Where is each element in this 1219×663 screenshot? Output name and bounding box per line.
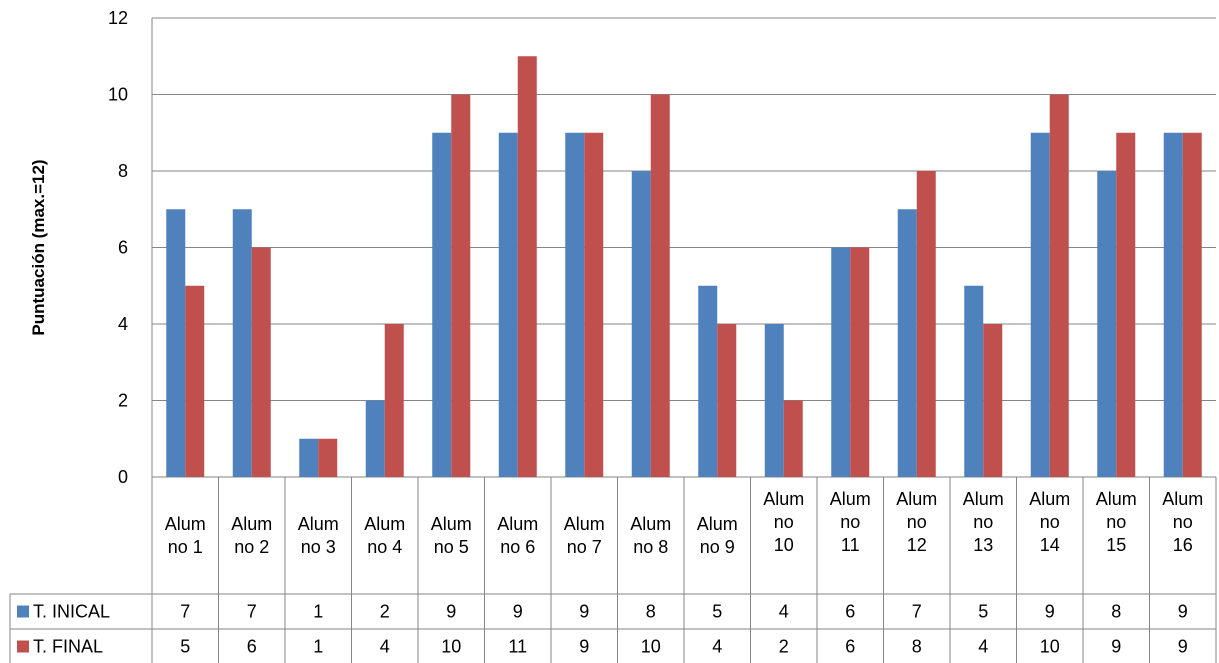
data-table-value: 5: [978, 602, 988, 622]
legend-swatch: [17, 640, 29, 653]
bar-inicial: [964, 285, 984, 477]
data-table-value: 1: [313, 602, 323, 622]
category-label: Alum no 13: [963, 489, 1004, 555]
bar-final: [1116, 132, 1136, 477]
data-table-value: 5: [712, 602, 722, 622]
category-label: Alum no 5: [431, 514, 472, 557]
category-label: Alum no 1: [165, 514, 206, 557]
data-table-value: 4: [380, 637, 390, 657]
bar-final: [983, 324, 1003, 477]
data-table-value: 1: [313, 637, 323, 657]
y-tick-label: 0: [118, 467, 128, 487]
data-table-value: 9: [1178, 602, 1188, 622]
bar-final: [850, 247, 870, 477]
bar-final: [1049, 94, 1069, 477]
bar-final: [783, 400, 803, 477]
data-table-value: 6: [247, 637, 257, 657]
data-table-value: 7: [247, 602, 257, 622]
bar-final: [584, 132, 604, 477]
bar-inicial: [565, 132, 585, 477]
legend-swatch: [17, 605, 29, 618]
category-label: Alum no 14: [1029, 489, 1070, 555]
category-label: Alum no 8: [630, 514, 671, 557]
legend-label: T. INICAL: [33, 602, 110, 622]
bar-inicial: [232, 209, 252, 477]
bar-inicial: [166, 209, 186, 477]
data-table-value: 4: [978, 637, 988, 657]
y-axis-label: Puntuación (max.=12): [29, 159, 48, 335]
data-table-value: 9: [1045, 602, 1055, 622]
y-tick-label: 8: [118, 161, 128, 181]
data-table-value: 9: [1111, 637, 1121, 657]
data-table-value: 9: [1178, 637, 1188, 657]
bar-inicial: [432, 132, 452, 477]
category-label: Alum no 2: [231, 514, 272, 557]
bar-final: [717, 324, 737, 477]
data-table-value: 2: [779, 637, 789, 657]
category-label: Alum no 16: [1162, 489, 1203, 555]
y-tick-label: 4: [118, 314, 128, 334]
bar-inicial: [897, 209, 917, 477]
data-table-value: 10: [1040, 637, 1060, 657]
y-tick-label: 12: [108, 8, 128, 28]
data-table-value: 2: [380, 602, 390, 622]
bar-final: [517, 56, 537, 477]
bar-inicial: [365, 400, 385, 477]
y-tick-label: 6: [118, 238, 128, 258]
category-label: Alum no 9: [697, 514, 738, 557]
data-table-value: 9: [579, 602, 589, 622]
data-table-value: 8: [1111, 602, 1121, 622]
bar-inicial: [1030, 132, 1050, 477]
category-label: Alum no 12: [896, 489, 937, 555]
bar-inicial: [831, 247, 851, 477]
data-table-value: 8: [912, 637, 922, 657]
data-table-value: 9: [513, 602, 523, 622]
bar-final: [318, 438, 338, 477]
bar-final: [185, 285, 205, 477]
y-tick-label: 10: [108, 85, 128, 105]
data-table-value: 6: [845, 637, 855, 657]
bar-final: [451, 94, 471, 477]
bar-final: [650, 94, 670, 477]
bar-inicial: [1163, 132, 1183, 477]
bar-final: [916, 171, 936, 477]
data-table-value: 6: [845, 602, 855, 622]
bar-inicial: [299, 438, 319, 477]
bar-inicial: [698, 285, 718, 477]
bar-inicial: [1097, 171, 1117, 477]
category-label: Alum no 6: [497, 514, 538, 557]
bar-final: [251, 247, 271, 477]
category-label: Alum no 4: [364, 514, 405, 557]
data-table-value: 7: [912, 602, 922, 622]
data-table-value: 4: [779, 602, 789, 622]
category-label: Alum no 15: [1096, 489, 1137, 555]
data-table-value: 9: [446, 602, 456, 622]
data-table-value: 11: [508, 637, 527, 657]
data-table-value: 9: [579, 637, 589, 657]
bar-inicial: [764, 324, 784, 477]
bar-inicial: [498, 132, 518, 477]
data-table-value: 7: [180, 602, 190, 622]
legend-label: T. FINAL: [33, 637, 103, 657]
data-table-value: 4: [712, 637, 722, 657]
category-label: Alum no 3: [298, 514, 339, 557]
bar-final: [384, 324, 404, 477]
category-label: Alum no 10: [763, 489, 804, 555]
category-label: Alum no 7: [564, 514, 605, 557]
bar-final: [1182, 132, 1202, 477]
data-table-value: 8: [646, 602, 656, 622]
y-tick-label: 2: [118, 391, 128, 411]
data-table-value: 10: [641, 637, 661, 657]
category-label: Alum no 11: [830, 489, 871, 555]
data-table-value: 5: [180, 637, 190, 657]
bar-inicial: [631, 171, 651, 477]
data-table-value: 10: [441, 637, 461, 657]
